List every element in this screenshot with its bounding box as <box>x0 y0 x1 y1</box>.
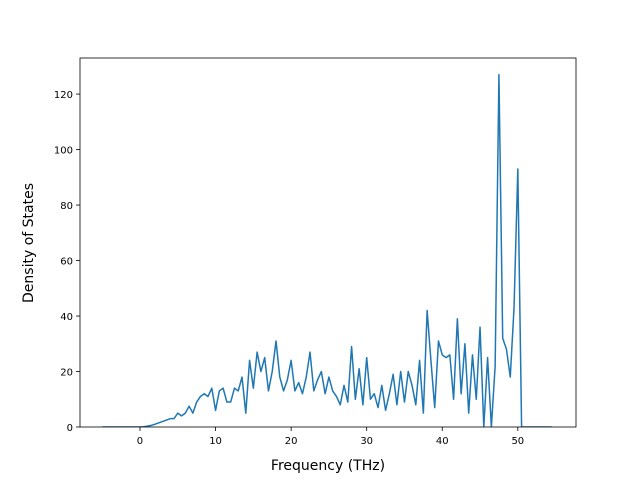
x-tick-label: 20 <box>285 436 298 447</box>
plot-frame <box>79 57 577 428</box>
y-axis-label: Density of States <box>21 183 37 303</box>
y-tick-label: 0 <box>67 423 73 434</box>
x-tick-label: 30 <box>360 436 373 447</box>
data-line <box>102 73 552 427</box>
x-tick-label: 50 <box>511 436 524 447</box>
x-tick-label: 40 <box>436 436 449 447</box>
y-tick-label: 100 <box>54 146 73 157</box>
y-tick-label: 40 <box>60 312 73 323</box>
x-tick-label: 0 <box>137 436 143 447</box>
y-tick-label: 120 <box>54 90 73 101</box>
x-axis-label: Frequency (THz) <box>271 458 385 474</box>
x-tick-label: 10 <box>209 436 222 447</box>
y-tick-label: 60 <box>60 257 73 268</box>
y-tick-label: 20 <box>60 368 73 379</box>
y-tick-label: 80 <box>60 201 73 212</box>
